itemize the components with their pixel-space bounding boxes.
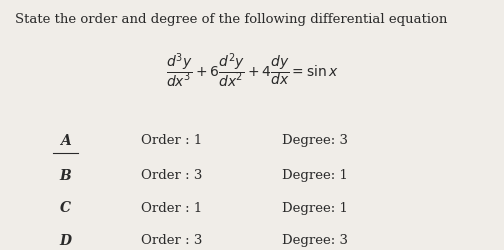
Text: Order : 1: Order : 1 — [141, 201, 203, 214]
Text: D: D — [59, 233, 72, 247]
Text: Degree: 3: Degree: 3 — [282, 234, 348, 246]
Text: B: B — [59, 168, 72, 182]
Text: A: A — [60, 133, 71, 147]
Text: Degree: 1: Degree: 1 — [282, 201, 348, 214]
Text: Degree: 3: Degree: 3 — [282, 134, 348, 146]
Text: State the order and degree of the following differential equation: State the order and degree of the follow… — [15, 12, 448, 26]
Text: Degree: 1: Degree: 1 — [282, 168, 348, 181]
Text: $\dfrac{d^3y}{dx^3}+6\dfrac{d^2y}{dx^2}+4\dfrac{dy}{dx}=\sin x$: $\dfrac{d^3y}{dx^3}+6\dfrac{d^2y}{dx^2}+… — [166, 51, 338, 89]
Text: C: C — [60, 200, 71, 214]
Text: Order : 3: Order : 3 — [141, 168, 203, 181]
Text: Order : 1: Order : 1 — [141, 134, 203, 146]
Text: Order : 3: Order : 3 — [141, 234, 203, 246]
